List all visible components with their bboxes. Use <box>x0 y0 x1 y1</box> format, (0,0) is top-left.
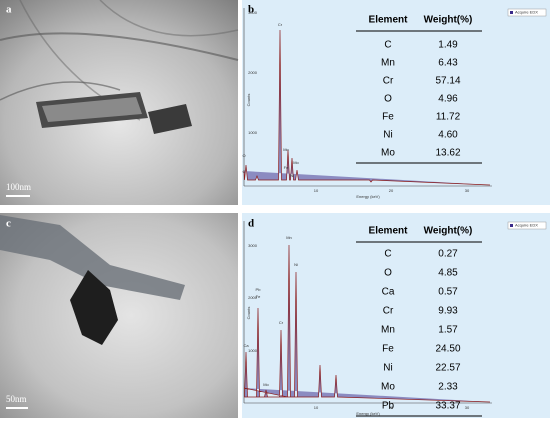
table-cell: 6.43 <box>438 58 458 69</box>
tem-image-a <box>0 0 239 205</box>
table-cell: 4.60 <box>438 130 458 141</box>
legend-box <box>507 8 547 17</box>
table-cell: C <box>384 40 391 51</box>
panel-letter: b <box>248 4 254 16</box>
table-cell: Pb <box>382 401 395 412</box>
table-cell: Fe <box>382 112 394 123</box>
table-cell: Cr <box>383 306 394 317</box>
peak-label: Mo <box>263 382 269 387</box>
table-cell: 1.49 <box>438 40 458 51</box>
x-tick-label: 30 <box>465 188 470 193</box>
table-cell: 2.33 <box>438 382 458 393</box>
panel-letter: d <box>248 218 254 230</box>
legend-swatch <box>510 11 513 14</box>
table-cell: Ni <box>383 363 392 374</box>
panel-letter: c <box>6 218 11 230</box>
table-cell: 22.57 <box>435 363 460 374</box>
table-cell: Ca <box>382 287 395 298</box>
tem-image-c <box>0 213 238 418</box>
y-axis-label: Counts <box>246 307 251 320</box>
table-header: Weight(%) <box>424 15 473 26</box>
peak-label: Fe <box>256 294 261 299</box>
peak-label: Mo <box>293 160 299 165</box>
peak-label: Ni <box>294 262 298 267</box>
table-cell: 24.50 <box>435 344 460 355</box>
x-tick-label: 30 <box>465 405 470 410</box>
legend-label: Acquire EDX <box>515 10 538 15</box>
table-header: Element <box>369 226 409 237</box>
legend-label: Acquire EDX <box>515 223 538 228</box>
spectrum-d <box>242 213 550 418</box>
table-cell: Mn <box>381 58 395 69</box>
y-axis-label: Counts <box>246 94 251 107</box>
table-cell: Mn <box>381 325 395 336</box>
y-tick-label: 3000 <box>248 243 258 248</box>
table-cell: O <box>384 268 392 279</box>
scale-bar-label: 50nm <box>6 394 27 404</box>
table-cell: 11.72 <box>436 112 461 123</box>
y-tick-label: 2000 <box>248 295 258 300</box>
table-cell: 4.96 <box>438 94 458 105</box>
table-cell: Mo <box>381 148 395 159</box>
table-header: Element <box>369 15 409 26</box>
table-cell: 4.85 <box>438 268 458 279</box>
spectrum-b <box>242 0 550 205</box>
y-tick-label: 2000 <box>248 70 258 75</box>
peak-label: Mn <box>286 235 292 240</box>
x-tick-label: 20 <box>389 188 394 193</box>
table-cell: Ni <box>383 130 392 141</box>
peak-label: Ca <box>243 343 249 348</box>
x-tick-label: 20 <box>389 405 394 410</box>
table-cell: C <box>384 249 391 260</box>
spectrum-trace <box>243 244 491 403</box>
table-cell: 13.62 <box>435 148 460 159</box>
x-tick-label: 10 <box>314 188 319 193</box>
spectrum-trace <box>243 29 491 186</box>
peak-label: Cr <box>278 22 283 27</box>
table-cell: 33.37 <box>435 401 460 412</box>
peak-label: Fe <box>284 165 289 170</box>
panel-letter: a <box>6 4 12 16</box>
table-cell: 9.93 <box>438 306 458 317</box>
table-cell: 0.57 <box>438 287 458 298</box>
table-cell: Mo <box>381 382 395 393</box>
scale-bar-label: 100nm <box>6 182 31 192</box>
peak-label: O <box>242 153 245 158</box>
x-axis-label: Energy (keV) <box>356 411 380 416</box>
table-cell: Fe <box>382 344 394 355</box>
x-axis-label: Energy (keV) <box>356 194 380 199</box>
peak-label: Cr <box>279 320 284 325</box>
legend-box <box>507 221 547 230</box>
peak-label: Mn <box>283 147 289 152</box>
table-cell: O <box>384 94 392 105</box>
table-cell: 1.57 <box>438 325 458 336</box>
peak-label: C <box>243 169 246 174</box>
table-header: Weight(%) <box>424 226 473 237</box>
peak-label: Pb <box>256 287 262 292</box>
peak-label: Ni <box>290 173 294 178</box>
y-tick-label: 1000 <box>248 130 258 135</box>
y-tick-label: 1000 <box>248 348 258 353</box>
x-tick-label: 10 <box>314 405 319 410</box>
table-cell: 0.27 <box>438 249 458 260</box>
legend-swatch <box>510 224 513 227</box>
y-tick-label: 3000 <box>248 10 258 15</box>
table-cell: 57.14 <box>435 76 460 87</box>
table-cell: Cr <box>383 76 394 87</box>
